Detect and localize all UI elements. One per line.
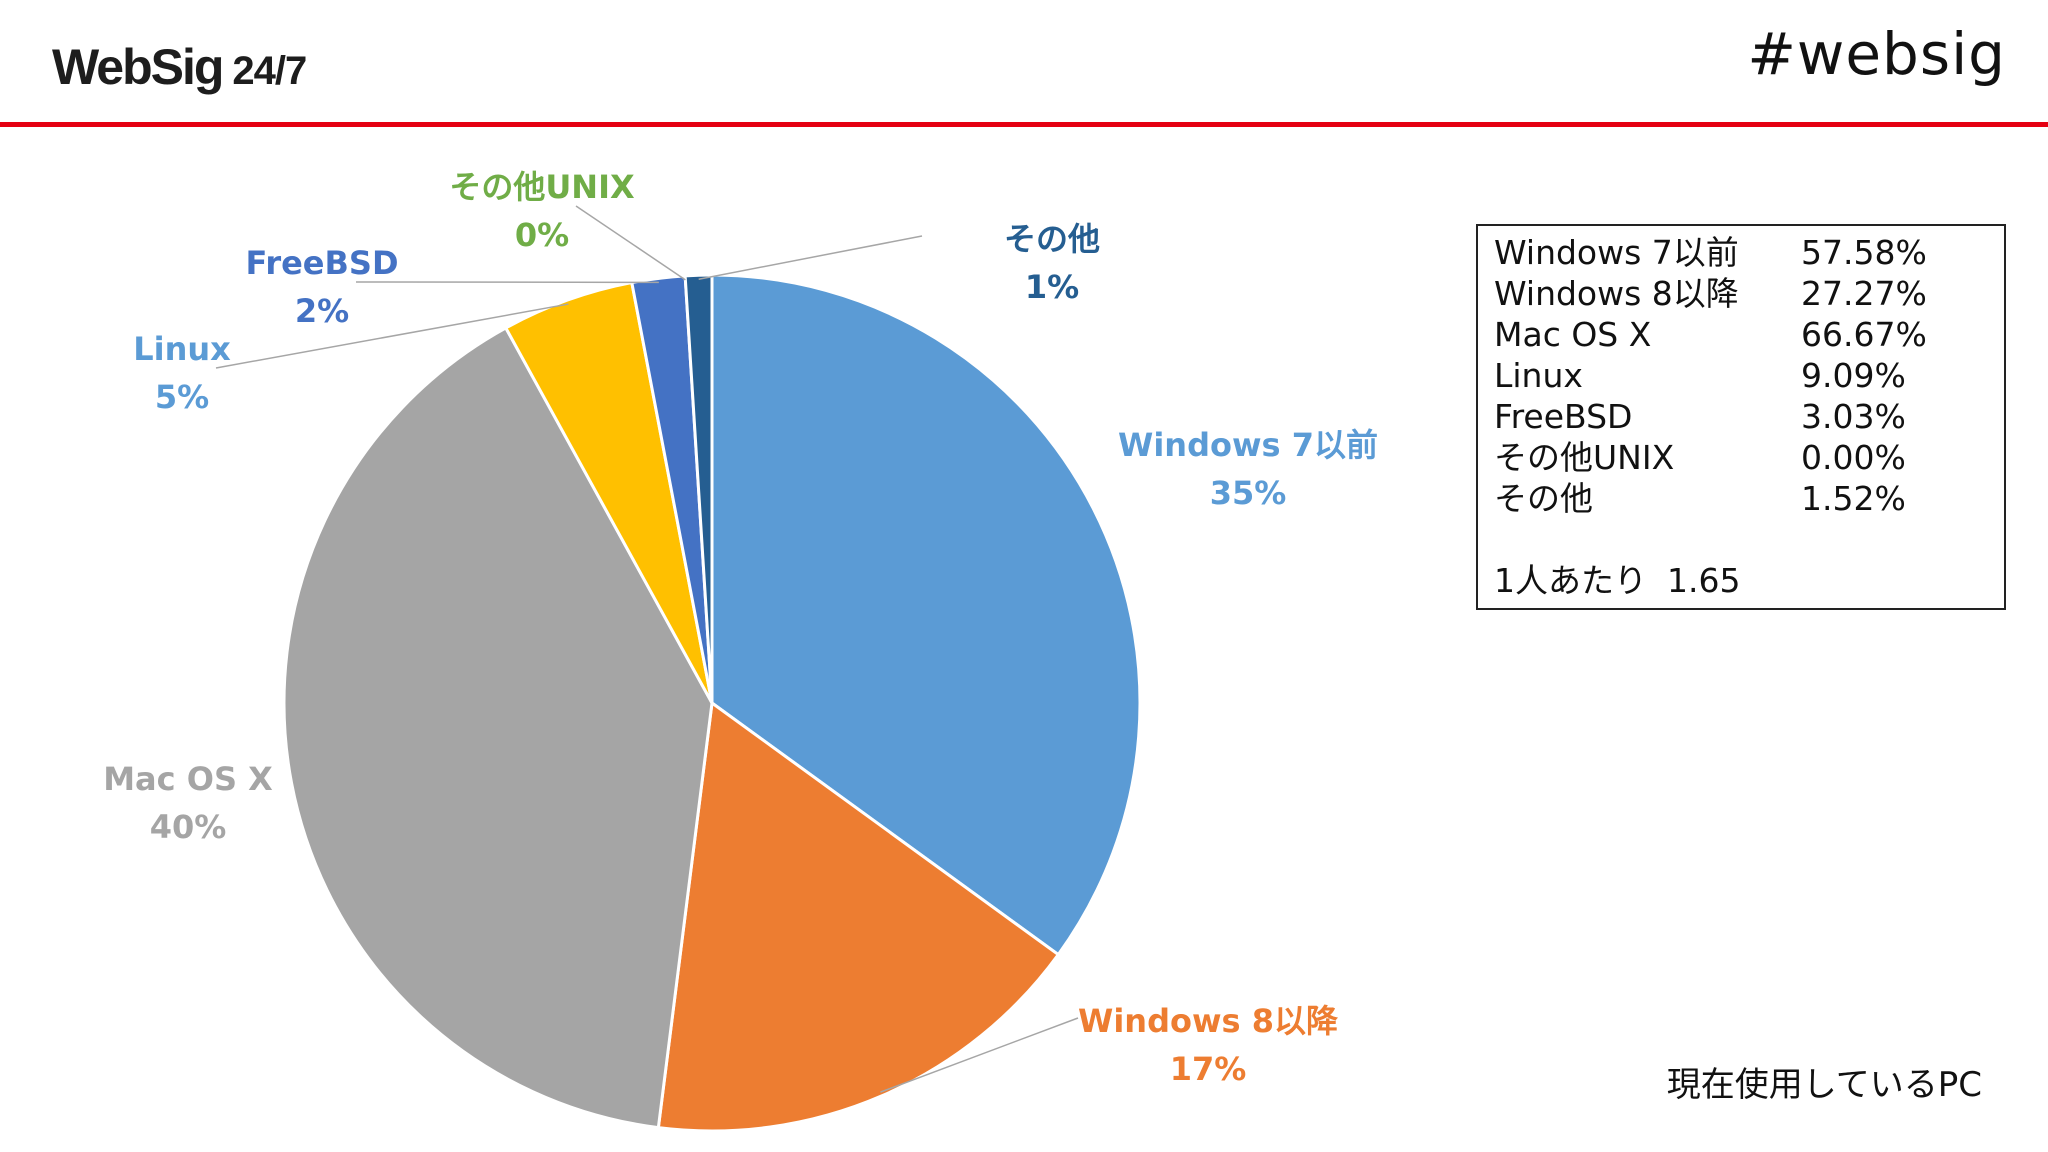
leader-line [698, 235, 923, 280]
slice-label-percent: 5% [155, 378, 209, 416]
summary-row: FreeBSD 3.03% [1494, 396, 1988, 437]
logo-suffix: 24/7 [232, 49, 307, 93]
summary-table: Windows 7以前 57.58% Windows 8以降 27.27% Mac OS… [1476, 224, 2006, 610]
summary-rows: Windows 7以前 57.58% Windows 8以降 27.27% Mac OS… [1494, 232, 1988, 519]
summary-row-name: Mac OS X [1494, 315, 1652, 354]
slice-label-percent: 35% [1210, 474, 1287, 512]
summary-row-value: 1.52% [1801, 479, 1906, 518]
leader-line [215, 303, 569, 369]
header-divider [0, 122, 2048, 127]
summary-row: Mac OS X 66.67% [1494, 314, 1988, 355]
summary-row-value: 9.09% [1801, 356, 1906, 395]
pie-slice [710, 273, 1142, 957]
summary-row-value: 57.58% [1801, 233, 1927, 272]
summary-row-value: 0.00% [1801, 438, 1906, 477]
summary-row-name: FreeBSD [1494, 397, 1633, 436]
slice-label-percent: 17% [1170, 1050, 1247, 1088]
summary-row-name: その他 [1494, 479, 1593, 518]
slice-label-name: FreeBSD [246, 244, 399, 282]
slice-label-name: その他 [1004, 220, 1100, 258]
summary-row: その他UNIX 0.00% [1494, 437, 1988, 478]
summary-row-name: その他UNIX [1494, 438, 1675, 477]
slice-label-name: Windows 8以降 [1078, 1002, 1339, 1040]
summary-row-value: 3.03% [1801, 397, 1906, 436]
summary-row-name: Windows 7以前 [1494, 233, 1739, 272]
pie-slices [282, 273, 1142, 1133]
logo-text: WebSig [52, 39, 224, 95]
per-person-label: 1人あたり [1494, 561, 1647, 600]
per-person-value: 1.65 [1667, 561, 1741, 600]
summary-row-value: 66.67% [1801, 315, 1927, 354]
slice-label-name: Windows 7以前 [1118, 426, 1378, 464]
slice-label-name: その他UNIX [449, 168, 635, 206]
slice-labels: Windows 7以前 35% Windows 8以降 17% Mac OS X 40% L… [103, 168, 1378, 1088]
summary-row-name: Windows 8以降 [1494, 274, 1739, 313]
leader-line [575, 205, 686, 281]
summary-row: Windows 8以降 27.27% [1494, 273, 1988, 314]
slice-label-percent: 0% [515, 216, 569, 254]
pie-slice [683, 273, 714, 704]
leader-line [880, 1017, 1079, 1093]
slice-label-name: Mac OS X [103, 760, 273, 798]
slice-label-percent: 2% [295, 292, 349, 330]
summary-row: その他 1.52% [1494, 478, 1988, 519]
chart-caption: 現在使用しているPC [1666, 1065, 1982, 1105]
leader-lines [215, 205, 1079, 1093]
websig-logo: WebSig 24/7 [52, 38, 307, 108]
summary-row: Linux 9.09% [1494, 355, 1988, 396]
pie-slice [656, 700, 1061, 1133]
hashtag: #websig [1747, 20, 2006, 88]
summary-row: Windows 7以前 57.58% [1494, 232, 1988, 273]
summary-row-name: Linux [1494, 356, 1583, 395]
slice-label-percent: 40% [150, 808, 227, 846]
per-person-row: 1人あたり 1.65 [1494, 560, 1988, 601]
slice-label-percent: 1% [1025, 268, 1079, 306]
summary-row-value: 27.27% [1801, 274, 1927, 313]
slice-label-name: Linux [133, 330, 231, 368]
pie-slice [282, 325, 714, 1130]
